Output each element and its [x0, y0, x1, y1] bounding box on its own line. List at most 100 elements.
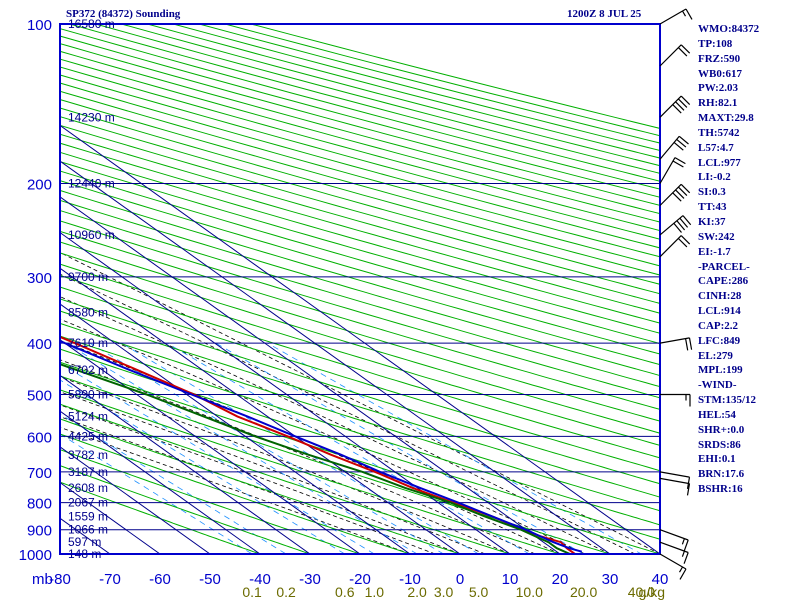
height-label: 5124 m	[68, 409, 108, 423]
pressure-tick-label: 300	[27, 270, 52, 287]
mixing-ratio-label: g/kg	[639, 584, 665, 600]
mixing-ratio-label: 5.0	[469, 584, 489, 600]
isotherm-line	[60, 160, 611, 554]
dry-adiabat	[60, 180, 660, 355]
sounding-index-item: SI:0.3	[698, 186, 726, 199]
height-label: 5890 m	[68, 387, 108, 401]
isotherm-line	[0, 24, 10, 554]
sounding-index-item: CINH:28	[698, 290, 742, 303]
pressure-tick-label: 800	[27, 496, 52, 513]
sounding-index-item: L57:4.7	[698, 141, 734, 154]
dry-adiabat	[60, 286, 660, 472]
sounding-index-item: EL:279	[698, 349, 733, 362]
dry-adiabat	[60, 465, 312, 554]
height-label: 3782 m	[68, 448, 108, 462]
dry-adiabat	[60, 133, 660, 304]
height-label: 1066 m	[68, 523, 108, 537]
height-label: 2608 m	[68, 481, 108, 495]
height-label: 14230 m	[68, 110, 115, 124]
pressure-tick-label: 500	[27, 387, 52, 404]
mixing-ratio-labels: 0.1 0.2 0.6 1.0 2.0 3.0 5.0 10.0 20.0 40.0g/kg	[242, 584, 665, 600]
wind-barb	[659, 215, 692, 236]
height-label: 7610 m	[68, 336, 108, 350]
height-label: 8580 m	[68, 305, 108, 319]
pressure-tick-labels: 100 200 300 400 500 600 700 800 900 1000	[19, 17, 52, 564]
mixing-ratio-line	[89, 342, 445, 554]
dewpoint-trace	[60, 363, 571, 554]
temperature-tick-label: -30	[299, 571, 321, 588]
sounding-indices: WMO:84372 TP:108 FRZ:590 WB0:617 PW:2.03 RH:8…	[698, 22, 798, 497]
sounding-index-item: EI:-1.7	[698, 245, 731, 258]
dry-adiabat	[60, 99, 660, 267]
sounding-index-item: WB0:617	[698, 67, 742, 80]
sounding-index-item: SHR+:0.0	[698, 423, 745, 436]
sounding-index-item: TP:108	[698, 37, 733, 50]
height-label: 16580 m	[68, 17, 115, 31]
wind-barb	[660, 393, 691, 407]
temperature-tick-label: 40	[652, 571, 669, 588]
sounding-index-item: BSHR:16	[698, 483, 743, 496]
wind-barbs	[659, 8, 693, 580]
sounding-index-item: LFC:849	[698, 334, 741, 347]
dry-adiabat	[60, 230, 660, 410]
mixing-ratio-label: 2.0	[407, 584, 427, 600]
mixing-ratio-label: 20.0	[570, 584, 597, 600]
height-label: 597 m	[68, 535, 101, 549]
wind-barb	[659, 553, 687, 580]
wind-barb	[659, 529, 689, 552]
dry-adiabat	[60, 252, 660, 434]
sounding-index-item: PW:2.03	[698, 82, 739, 95]
moist-adiabat	[60, 376, 511, 554]
wind-barb	[659, 44, 691, 67]
isotherm-line	[60, 303, 411, 554]
sounding-index-item: SW:242	[698, 230, 735, 243]
sounding-index-item: SRDS:86	[698, 438, 741, 451]
sounding-index-item: MPL:199	[698, 364, 743, 377]
sounding-index-item: LCL:914	[698, 305, 741, 318]
mixing-ratio-line	[215, 342, 585, 554]
isotherm-line	[60, 124, 660, 554]
isotherm-line	[60, 339, 361, 554]
dry-adiabat	[60, 90, 660, 258]
isotherm-line	[60, 196, 561, 554]
isotherms	[0, 24, 660, 554]
mixing-ratio-label: 0.1	[242, 584, 262, 600]
dry-adiabat	[60, 481, 262, 554]
height-label: 4425 m	[68, 429, 108, 443]
dry-adiabat	[60, 298, 660, 485]
temperature-unit-label: mb	[32, 571, 53, 588]
sounding-index-item: FRZ:590	[698, 52, 741, 65]
parcel-trace	[60, 340, 583, 553]
height-label: 10960 m	[68, 228, 115, 242]
height-label: 2067 m	[68, 496, 108, 510]
temperature-tick-label: 10	[502, 571, 519, 588]
dry-adiabat	[60, 335, 660, 526]
dry-adiabat	[60, 403, 512, 554]
sounding-index-item: TT:43	[698, 201, 727, 214]
height-label: 148 m	[68, 547, 101, 561]
sounding-index-item: MAXT:29.8	[698, 112, 754, 125]
sounding-index-item: EHI:0.1	[698, 453, 736, 466]
dry-adiabat	[60, 433, 412, 554]
mixing-ratio-label: 1.0	[365, 584, 385, 600]
mixing-ratio-line	[60, 379, 346, 554]
isotherm-line	[60, 267, 461, 554]
chart-title: SP372 (84372) Sounding	[66, 8, 181, 20]
isotherm-line	[60, 231, 511, 554]
sounding-index-item: STM:135/12	[698, 394, 757, 407]
sounding-index-item: -PARCEL-	[698, 260, 750, 273]
mixing-ratio-line	[60, 413, 287, 554]
dry-adiabat	[60, 418, 462, 554]
dry-adiabat	[60, 142, 660, 314]
wind-barb	[659, 477, 691, 496]
dry-adiabat	[60, 361, 660, 554]
temperature-tick-label: -20	[349, 571, 371, 588]
wind-barb	[659, 135, 689, 160]
moist-adiabat	[60, 318, 586, 554]
isotherm-line	[60, 446, 211, 554]
mixing-ratio-line	[121, 342, 480, 554]
wind-barb	[659, 183, 691, 206]
moist-adiabat	[60, 416, 436, 554]
plot-frame	[59, 23, 661, 555]
sounding-index-item: BRN:17.6	[698, 468, 745, 481]
